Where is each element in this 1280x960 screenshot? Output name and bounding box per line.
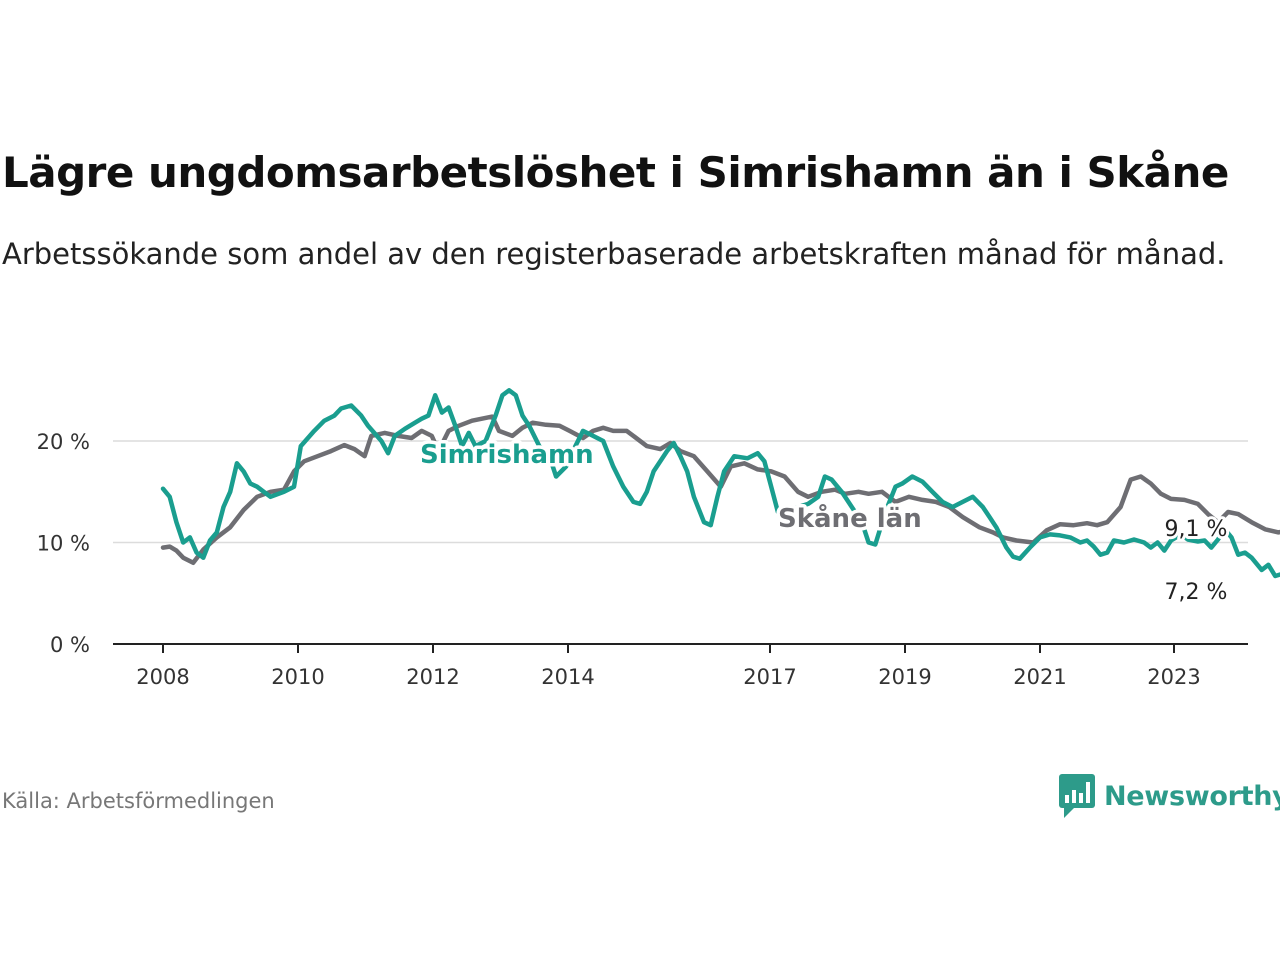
end-label-simrishamn-halo: 7,2 % <box>1165 580 1228 605</box>
x-tick-label: 2008 <box>136 665 189 689</box>
label-simrishamn-halo: Simrishamn <box>420 440 594 470</box>
brand-name: Newsworthy <box>1104 780 1280 812</box>
series-line-simrishamn <box>160 388 1280 579</box>
y-tick-label: 10 % <box>37 532 90 556</box>
y-tick-label: 20 % <box>37 430 90 454</box>
x-tick-label: 2010 <box>271 665 324 689</box>
end-label-skane: 9,1 % <box>1165 517 1228 542</box>
newsworthy-logo[interactable]: Newsworthy <box>1058 772 1280 820</box>
chart-subtitle: Arbetssökande som andel av den registerb… <box>2 237 1226 271</box>
series-line-skane <box>160 414 1280 566</box>
end-label-skane-halo: 9,1 % <box>1165 517 1228 542</box>
end-label-simrishamn: 7,2 % <box>1165 580 1228 605</box>
y-tick-label: 0 % <box>50 633 90 657</box>
x-tick-label: 2012 <box>406 665 459 689</box>
x-tick-label: 2014 <box>541 665 594 689</box>
source-note: Källa: Arbetsförmedlingen <box>2 789 275 813</box>
x-tick-label: 2021 <box>1013 665 1066 689</box>
label-skane-halo: Skåne län <box>778 502 922 534</box>
label-skane: Skåne län <box>778 502 922 534</box>
bar-chart-bubble-icon <box>1059 774 1095 818</box>
label-simrishamn: Simrishamn <box>420 440 594 470</box>
chart-title: Lägre ungdomsarbetslöshet i Simrishamn ä… <box>2 148 1229 197</box>
x-tick-label: 2017 <box>743 665 796 689</box>
x-tick-label: 2023 <box>1147 665 1200 689</box>
x-tick-label: 2019 <box>878 665 931 689</box>
